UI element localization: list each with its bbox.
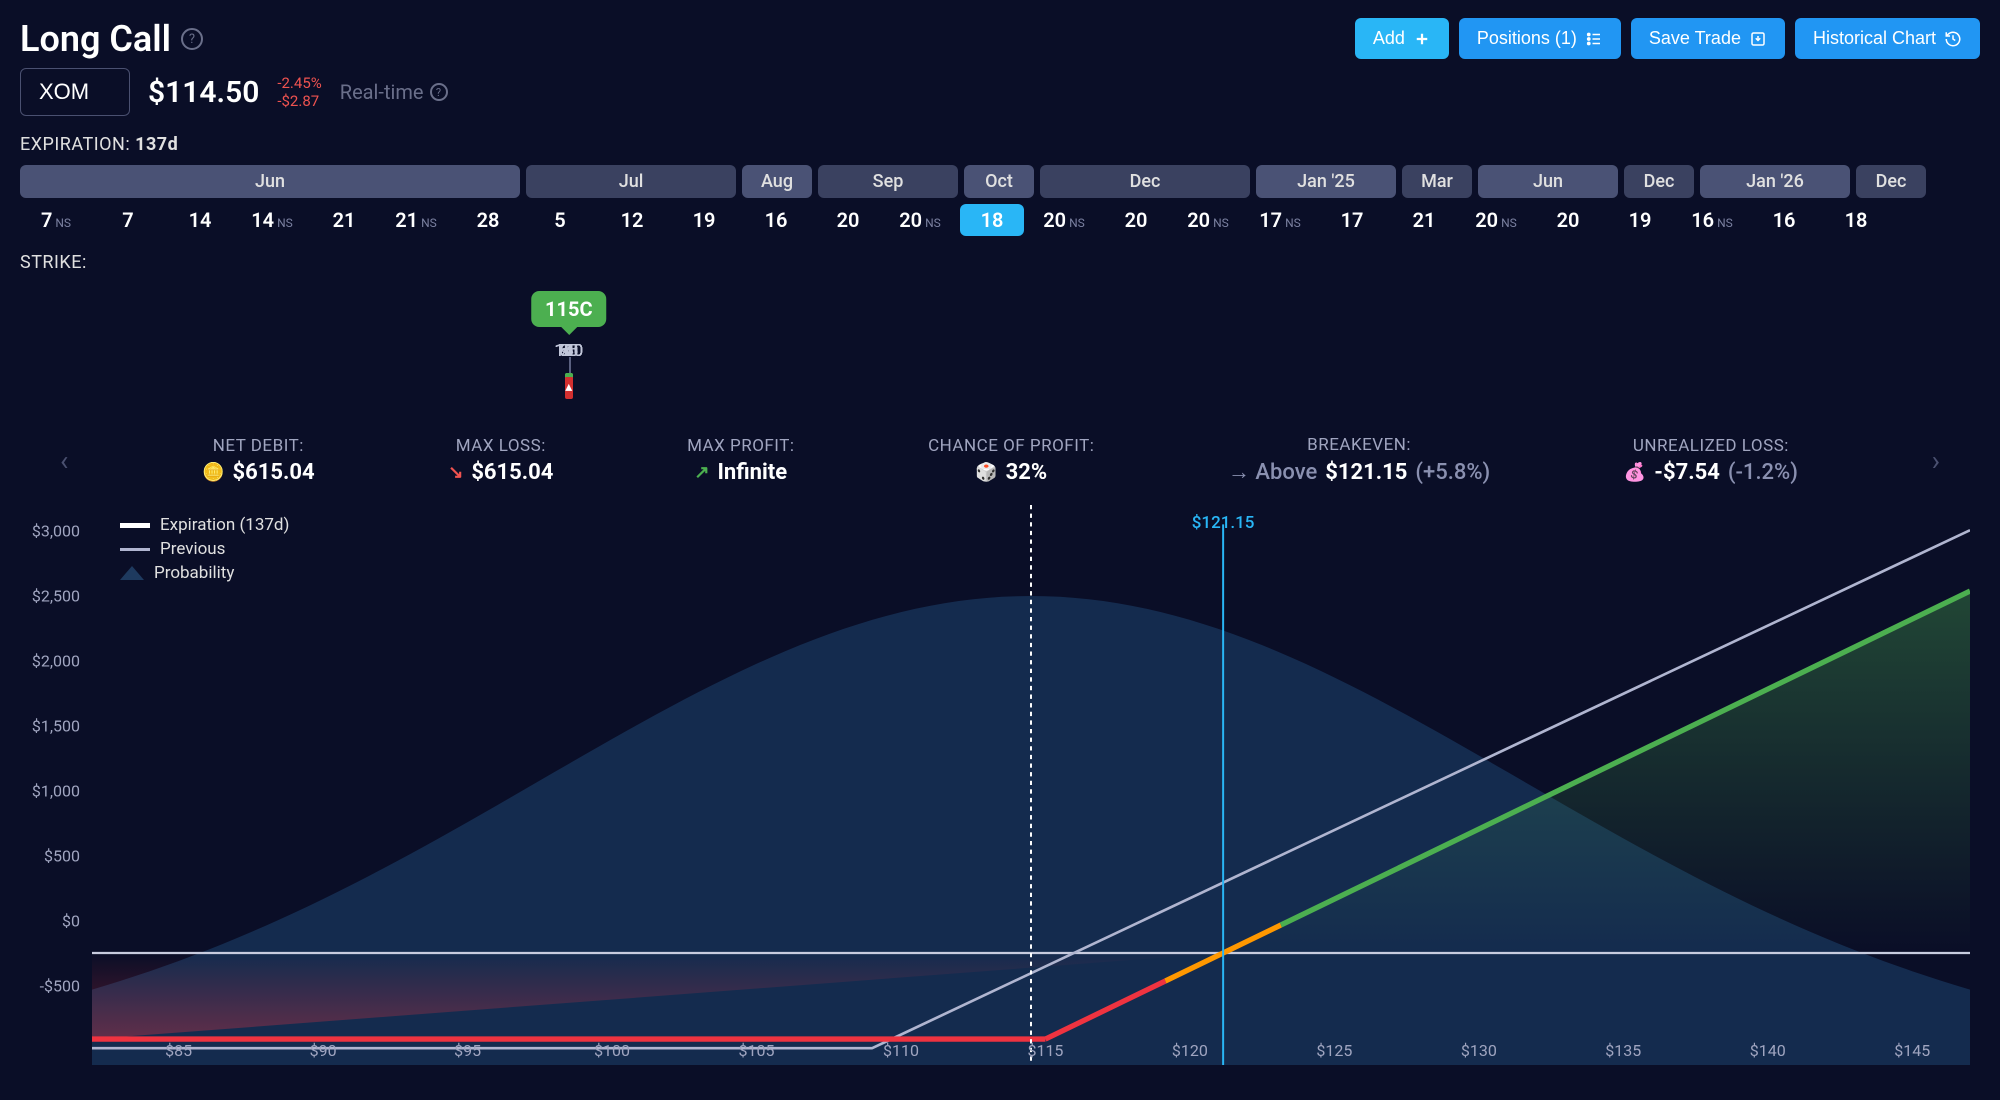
help-icon[interactable]: ? <box>430 83 448 101</box>
month-tab[interactable]: Jun <box>1478 165 1618 198</box>
payoff-chart[interactable]: -$500$0$500$1,000$1,500$2,000$2,500$3,00… <box>20 505 1980 1065</box>
expiration-day[interactable]: 14NS <box>240 208 304 232</box>
strike-label: STRIKE: <box>20 252 1980 273</box>
expiration-day[interactable]: 17NS <box>1248 208 1312 232</box>
metric-net-debit: NET DEBIT: 🪙$615.04 <box>202 436 315 485</box>
strike-ruler[interactable]: 115C556070809010011012013014015016017018… <box>20 291 1980 411</box>
expiration-day[interactable]: 20NS <box>1032 208 1096 232</box>
expiration-day[interactable]: 20 <box>1104 208 1168 232</box>
expiration-day[interactable]: 5 <box>528 208 592 232</box>
list-icon <box>1585 30 1603 48</box>
expiration-day[interactable]: 18 <box>960 204 1024 236</box>
strike-badge[interactable]: 115C <box>531 291 607 327</box>
expiration-day[interactable]: 21 <box>312 208 376 232</box>
expiration-day[interactable]: 20 <box>816 208 880 232</box>
expiration-day[interactable]: 20 <box>1536 208 1600 232</box>
month-tab[interactable]: Oct <box>964 165 1034 198</box>
expiration-day[interactable]: 7 <box>96 208 160 232</box>
month-tab[interactable]: Dec <box>1624 165 1694 198</box>
month-tab[interactable]: Dec <box>1040 165 1250 198</box>
ticker-input[interactable] <box>20 68 130 116</box>
expiration-day[interactable]: 21NS <box>384 208 448 232</box>
metric-max-profit: MAX PROFIT: ↗Infinite <box>687 436 794 485</box>
expiration-day[interactable]: 21 <box>1392 208 1456 232</box>
coins-icon: 🪙 <box>202 462 224 483</box>
breakeven-marker-label: $121.15 <box>1192 513 1255 533</box>
help-icon[interactable]: ? <box>181 28 203 50</box>
expiration-day[interactable]: 16 <box>744 208 808 232</box>
month-tab[interactable]: Jan '25 <box>1256 165 1396 198</box>
month-tab[interactable]: Mar <box>1402 165 1472 198</box>
save-icon <box>1749 30 1767 48</box>
plus-icon <box>1413 30 1431 48</box>
moneybag-icon: 💰 <box>1624 462 1646 483</box>
expiration-day[interactable]: 18 <box>1824 208 1888 232</box>
metrics-next-icon[interactable]: › <box>1932 444 1940 477</box>
metric-max-loss: MAX LOSS: ↘$615.04 <box>448 436 553 485</box>
expiration-day[interactable]: 7NS <box>24 208 88 232</box>
month-tab[interactable]: Dec <box>1856 165 1926 198</box>
month-tab[interactable]: Jan '26 <box>1700 165 1850 198</box>
metrics-prev-icon[interactable]: ‹ <box>60 444 68 477</box>
chart-legend: Expiration (137d) Previous Probability <box>120 515 289 587</box>
expiration-day[interactable]: 16NS <box>1680 208 1744 232</box>
expiration-day[interactable]: 28 <box>456 208 520 232</box>
expiration-months: JunJulAugSepOctDecJan '25MarJunDecJan '2… <box>20 165 1980 198</box>
page-title: Long Call <box>20 18 171 60</box>
positions-button[interactable]: Positions (1) <box>1459 18 1621 59</box>
expiration-label: EXPIRATION: 137d <box>20 134 1980 155</box>
expiration-day[interactable]: 17 <box>1320 208 1384 232</box>
metric-chance: CHANCE OF PROFIT: 🎲32% <box>928 436 1094 485</box>
save-trade-button[interactable]: Save Trade <box>1631 18 1785 59</box>
metric-breakeven: BREAKEVEN: → Above $121.15 (+5.8%) <box>1228 435 1490 485</box>
expiration-day[interactable]: 16 <box>1752 208 1816 232</box>
arrow-down-icon: ↘ <box>448 462 463 483</box>
expiration-day[interactable]: 20NS <box>1464 208 1528 232</box>
month-tab[interactable]: Sep <box>818 165 958 198</box>
realtime-label: Real-time ? <box>340 80 448 104</box>
ticker-price: $114.50 <box>148 75 259 110</box>
expiration-day[interactable]: 20NS <box>888 208 952 232</box>
month-tab[interactable]: Aug <box>742 165 812 198</box>
history-icon <box>1944 30 1962 48</box>
dice-icon: 🎲 <box>975 462 997 483</box>
ticker-change: -2.45% -$2.87 <box>277 74 321 110</box>
month-tab[interactable]: Jun <box>20 165 520 198</box>
metric-unrealized: UNREALIZED LOSS: 💰-$7.54 (-1.2%) <box>1624 436 1798 485</box>
expiration-day[interactable]: 19 <box>672 208 736 232</box>
expiration-day[interactable]: 14 <box>168 208 232 232</box>
historical-chart-button[interactable]: Historical Chart <box>1795 18 1980 59</box>
expiration-day[interactable]: 12 <box>600 208 664 232</box>
expiration-days: 7NS 7 14 14NS 21 21NS 28 5 12 19 16 20 20NS 18 20NS 20 2… <box>20 204 1980 236</box>
expiration-day[interactable]: 19 <box>1608 208 1672 232</box>
month-tab[interactable]: Jul <box>526 165 736 198</box>
add-button[interactable]: Add <box>1355 18 1449 59</box>
expiration-day[interactable]: 20NS <box>1176 208 1240 232</box>
arrow-up-icon: ↗ <box>694 462 709 483</box>
